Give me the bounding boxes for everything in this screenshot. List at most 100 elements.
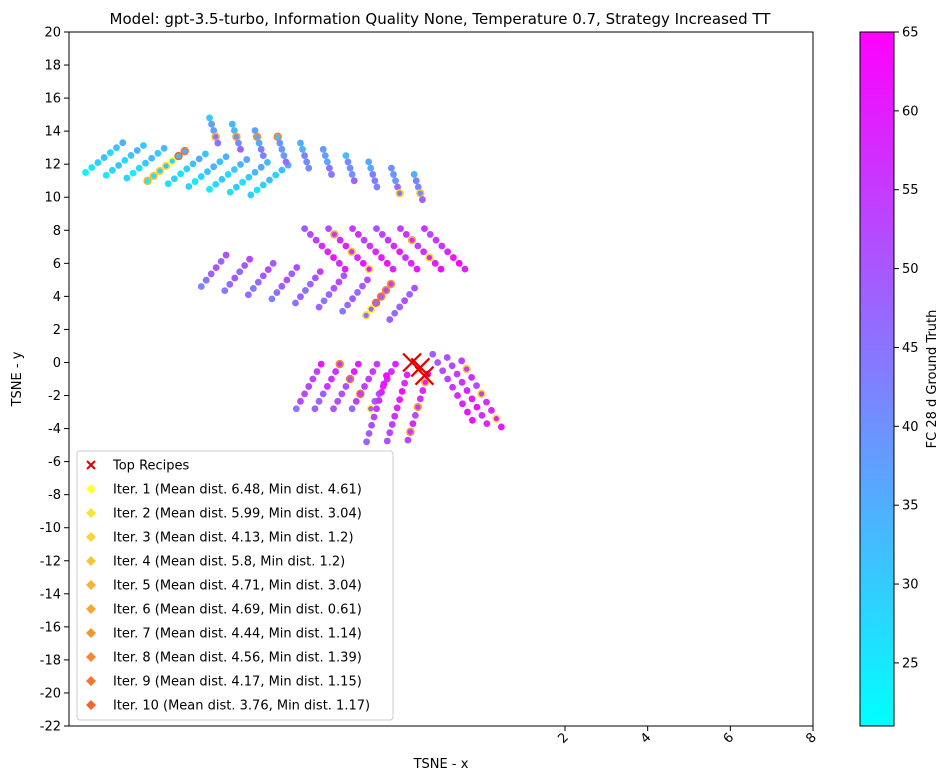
data-point [259,152,267,159]
data-point [348,405,356,413]
data-point [164,180,172,188]
data-point [206,114,213,122]
iteration-point [232,132,241,141]
data-point [458,378,466,386]
data-point [429,350,437,358]
data-point [390,171,397,178]
data-point [217,257,225,265]
data-point [210,163,218,171]
legend-item-iteration: Iter. 6 (Mean dist. 4.69, Min dist. 0.61… [86,603,362,618]
data-point [336,236,344,244]
data-point [372,299,380,307]
y-tick-label: -22 [40,720,61,735]
y-tick-label: -2 [48,389,61,404]
data-point [330,405,337,413]
data-point [297,293,304,301]
data-point [302,287,309,294]
legend-label: Iter. 3 (Mean dist. 4.13, Min dist. 1.2) [113,531,354,546]
data-point [344,301,351,309]
chart-title: Model: gpt-3.5-turbo, Information Qualit… [110,10,772,28]
data-point [297,139,304,147]
data-point [469,416,476,424]
iteration-point [376,292,386,301]
data-point [144,177,151,185]
iteration-point [407,236,417,245]
data-point [403,371,411,379]
data-point [208,120,216,128]
data-point [354,360,362,368]
data-point [222,251,230,259]
data-point [191,178,199,185]
data-point [230,166,238,173]
data-point [410,171,418,178]
data-point [162,162,170,170]
colorbar-tick-label: 45 [902,341,919,356]
data-point [257,145,265,153]
data-point [251,127,259,134]
x-axis-label: TSNE - x [413,757,469,772]
data-point [305,383,313,390]
data-point [439,367,447,375]
data-point [185,183,193,190]
data-point [245,173,253,181]
data-point [325,225,332,233]
data-point [272,171,280,179]
legend-item-iteration: Iter. 2 (Mean dist. 5.99, Min dist. 3.04… [86,507,362,522]
colorbar-tick-label: 30 [902,578,919,593]
data-point [366,242,374,250]
iteration-point [330,230,339,239]
data-points [82,114,505,446]
data-point [278,282,286,290]
data-point [297,397,304,405]
data-point [233,183,240,191]
data-point [202,276,210,284]
legend-item-iteration: Iter. 4 (Mean dist. 5.8, Min dist. 1.2) [86,555,345,570]
data-point [313,368,321,375]
legend-item-top-recipes: Top Recipes [86,459,190,474]
x-axis-ticks: 2 4 6 8 [555,726,820,747]
colorbar: 25 30 35 40 45 50 55 60 65 FC 28 d Ground Truth [859,26,940,727]
data-point [113,144,120,152]
data-point [404,436,412,444]
data-point [202,150,209,158]
legend-label: Iter. 7 (Mean dist. 4.44, Min dist. 1.14… [113,627,362,642]
y-tick-label: 0 [53,356,61,371]
x-tick-label: 8 [803,730,819,746]
data-point [255,139,263,147]
data-point [367,305,375,313]
data-point [299,145,306,153]
colorbar-tick-label: 35 [902,499,919,514]
data-point [332,368,339,375]
data-point [426,231,434,238]
data-point [463,365,471,373]
data-point [344,158,352,166]
legend-label: Iter. 10 (Mean dist. 3.76, Min dist. 1.1… [113,699,370,714]
data-point [414,242,422,250]
data-point [316,268,324,275]
legend-label: Iter. 4 (Mean dist. 5.8, Min dist. 1.2) [113,555,345,570]
data-point [306,231,314,238]
data-point [384,236,392,244]
data-point [464,408,471,416]
data-point [448,362,456,370]
data-point [392,360,399,368]
data-point [228,120,236,128]
data-point [257,163,265,171]
data-point [478,411,486,419]
data-point [383,372,390,380]
data-point [282,158,290,166]
data-point [411,411,419,419]
legend-diamond-marker [86,508,96,518]
y-tick-label: -12 [40,554,61,569]
data-point [88,164,96,171]
legend-item-iteration: Iter. 7 (Mean dist. 4.44, Min dist. 1.14… [86,627,362,642]
data-point [459,400,466,408]
data-point [197,173,205,180]
data-point [488,406,495,414]
data-point [377,293,385,300]
legend-item-iteration: Iter. 5 (Mean dist. 4.71, Min dist. 3.04… [86,579,362,594]
data-point [450,254,457,261]
data-point [142,159,149,167]
legend-item-iteration: Iter. 10 (Mean dist. 3.76, Min dist. 1.1… [86,699,370,714]
